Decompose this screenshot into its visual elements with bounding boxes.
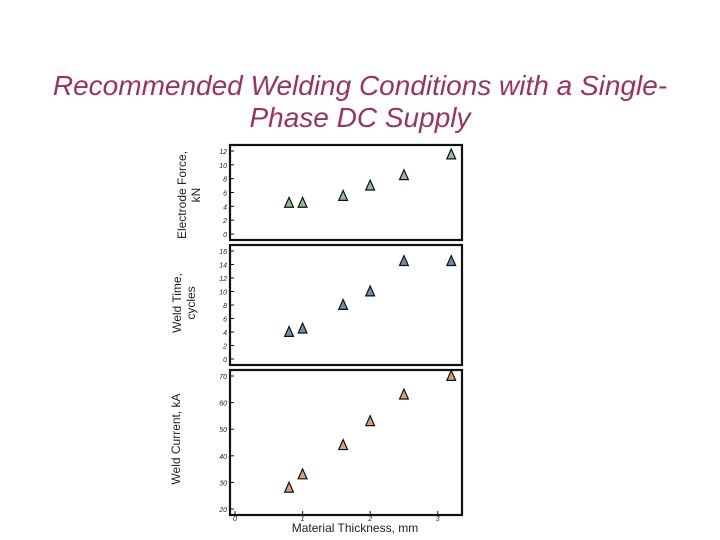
point-force-3: [364, 178, 376, 191]
point-force-1: [297, 195, 308, 208]
y-tick-label-time-1: 2: [222, 344, 227, 351]
y-tick-label-current-2: 40: [219, 454, 227, 461]
title-line-2: Phase DC Supply: [249, 102, 471, 133]
y-tick-label-time-6: 12: [219, 276, 227, 283]
y-tick-label-current-0: 20: [218, 507, 227, 514]
x-tick-label-3: 3: [436, 516, 440, 523]
point-time-4: [398, 254, 410, 267]
panel-frame-current: [228, 368, 464, 517]
y-tick-label-current-5: 70: [219, 374, 227, 381]
point-time-3: [364, 284, 376, 297]
point-force-2: [337, 188, 349, 201]
y-tick-label-time-7: 14: [219, 263, 227, 270]
x-axis-label: Material Thickness, mm: [291, 521, 419, 535]
x-tick-label-1: 1: [301, 516, 305, 523]
y-tick-label-time-2: 4: [223, 330, 227, 337]
y-tick-label-force-3: 6: [223, 191, 227, 198]
point-force-4: [398, 168, 410, 181]
point-current-0: [283, 480, 295, 493]
y-tick-label-force-1: 2: [222, 218, 227, 225]
y-tick-label-time-5: 10: [219, 290, 227, 297]
y-tick-label-force-5: 10: [219, 163, 227, 170]
y-tick-label-time-0: 0: [223, 357, 227, 364]
x-tick-label-2: 2: [367, 516, 372, 523]
title-line-1: Recommended Welding Conditions with a Si…: [52, 70, 668, 101]
point-current-2: [337, 438, 349, 451]
point-time-1: [297, 321, 308, 334]
chart-title: Recommended Welding Conditions with a Si…: [30, 70, 690, 134]
y-tick-label-current-4: 60: [219, 401, 227, 408]
point-time-0: [283, 325, 295, 337]
x-tick-label-0: 0: [233, 516, 237, 523]
point-current-5: [445, 369, 457, 381]
y-tick-label-force-4: 8: [223, 177, 227, 184]
y-tick-label-current-1: 30: [219, 480, 227, 487]
y-tick-label-time-4: 8: [223, 303, 227, 310]
point-time-2: [337, 298, 349, 310]
y-tick-label-force-6: 12: [219, 149, 227, 156]
y-tick-label-force-0: 0: [223, 232, 227, 239]
panel-frame-force: [228, 143, 464, 242]
y-tick-label-time-8: 16: [219, 249, 227, 256]
y-tick-label-time-3: 6: [223, 317, 227, 324]
y-tick-label-current-3: 50: [219, 427, 227, 434]
point-current-3: [364, 414, 376, 427]
point-current-4: [398, 387, 410, 400]
y-tick-label-force-2: 4: [223, 204, 227, 211]
point-current-1: [297, 467, 308, 480]
point-force-5: [445, 147, 457, 160]
point-time-5: [445, 254, 457, 267]
point-force-0: [283, 195, 295, 208]
